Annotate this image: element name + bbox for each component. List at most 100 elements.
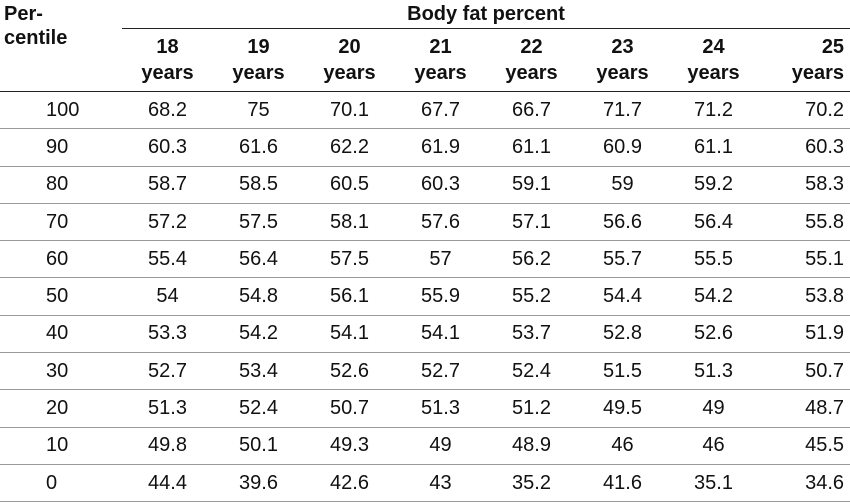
value-cell: 56.2 [486, 240, 577, 279]
value-cell: 54.2 [213, 315, 304, 354]
table-row: 40 53.3 54.2 54.1 54.1 53.7 52.8 52.6 51.9 [0, 315, 850, 354]
percentile-cell: 70 [0, 203, 122, 242]
value-cell: 44.4 [122, 464, 213, 502]
age-unit: years [596, 62, 649, 84]
value-cell: 54.1 [304, 315, 395, 354]
age-number: 19 [247, 36, 270, 58]
value-cell: 66.7 [486, 91, 577, 130]
age-unit: years [323, 62, 376, 84]
value-cell: 56.1 [304, 277, 395, 316]
value-cell: 51.5 [577, 352, 668, 391]
value-cell: 49 [395, 427, 486, 465]
percentile-cell: 90 [0, 128, 122, 167]
value-cell: 71.7 [577, 91, 668, 130]
table-row: 30 52.7 53.4 52.6 52.7 52.4 51.5 51.3 50.7 [0, 352, 850, 391]
percentile-cell: 10 [0, 427, 122, 465]
value-cell: 62.2 [304, 128, 395, 167]
value-cell: 61.1 [668, 128, 759, 167]
value-cell: 41.6 [577, 464, 668, 502]
table-row: 50 54 54.8 56.1 55.9 55.2 54.4 54.2 53.8 [0, 277, 850, 316]
value-cell: 61.1 [486, 128, 577, 167]
table-row: 100 68.2 75 70.1 67.7 66.7 71.7 71.2 70.2 [0, 91, 850, 130]
value-cell: 68.2 [122, 91, 213, 130]
percentile-cell: 80 [0, 166, 122, 204]
value-cell: 52.4 [486, 352, 577, 391]
percentile-cell: 60 [0, 240, 122, 279]
value-cell: 42.6 [304, 464, 395, 502]
age-unit: years [232, 62, 285, 84]
age-number: 24 [702, 36, 725, 58]
value-cell: 54.1 [395, 315, 486, 354]
value-cell: 59 [577, 166, 668, 204]
value-cell: 70.1 [304, 91, 395, 130]
age-unit: years [141, 62, 194, 84]
age-column-header: 22 years [486, 28, 577, 92]
value-cell: 56.4 [213, 240, 304, 279]
value-cell: 58.7 [122, 166, 213, 204]
table-row: 20 51.3 52.4 50.7 51.3 51.2 49.5 49 48.7 [0, 389, 850, 428]
age-unit: years [687, 62, 740, 84]
value-cell: 51.9 [759, 315, 850, 354]
value-cell: 39.6 [213, 464, 304, 502]
value-cell: 59.1 [486, 166, 577, 204]
table-row: 60 55.4 56.4 57.5 57 56.2 55.7 55.5 55.1 [0, 240, 850, 279]
value-cell: 48.7 [759, 389, 850, 428]
value-cell: 60.9 [577, 128, 668, 167]
value-cell: 55.1 [759, 240, 850, 279]
value-cell: 61.9 [395, 128, 486, 167]
value-cell: 57 [395, 240, 486, 279]
value-cell: 59.2 [668, 166, 759, 204]
corner-label-line2: centile [4, 27, 68, 49]
value-cell: 51.3 [668, 352, 759, 391]
age-number: 23 [611, 36, 634, 58]
percentile-cell: 20 [0, 389, 122, 428]
age-column-header: 24 years [668, 28, 759, 92]
value-cell: 49.5 [577, 389, 668, 428]
value-cell: 48.9 [486, 427, 577, 465]
age-column-header: 18 years [122, 28, 213, 92]
age-number: 25 [821, 36, 845, 58]
value-cell: 71.2 [668, 91, 759, 130]
value-cell: 55.9 [395, 277, 486, 316]
value-cell: 50.7 [304, 389, 395, 428]
table-row: 70 57.2 57.5 58.1 57.6 57.1 56.6 56.4 55.8 [0, 203, 850, 242]
age-number: 21 [429, 36, 452, 58]
value-cell: 57.2 [122, 203, 213, 242]
value-cell: 60.5 [304, 166, 395, 204]
value-cell: 67.7 [395, 91, 486, 130]
value-cell: 55.5 [668, 240, 759, 279]
corner-label-line1: Per- [4, 3, 43, 25]
table-row: 90 60.3 61.6 62.2 61.9 61.1 60.9 61.1 60.3 [0, 128, 850, 167]
value-cell: 35.1 [668, 464, 759, 502]
value-cell: 52.6 [304, 352, 395, 391]
value-cell: 55.7 [577, 240, 668, 279]
value-cell: 57.1 [486, 203, 577, 242]
value-cell: 53.7 [486, 315, 577, 354]
age-column-header: 20 years [304, 28, 395, 92]
value-cell: 61.6 [213, 128, 304, 167]
value-cell: 55.4 [122, 240, 213, 279]
value-cell: 54 [122, 277, 213, 316]
age-number: 22 [520, 36, 543, 58]
age-number: 20 [338, 36, 361, 58]
age-column-header: 23 years [577, 28, 668, 92]
age-unit: years [505, 62, 558, 84]
age-column-header: 21 years [395, 28, 486, 92]
percentile-cell: 50 [0, 277, 122, 316]
percentile-cell: 0 [0, 464, 122, 502]
value-cell: 35.2 [486, 464, 577, 502]
percentile-column-header: Per- centile [0, 0, 122, 92]
table-header: Per- centile Body fat percent 18 years 19 y… [0, 0, 850, 92]
value-cell: 75 [213, 91, 304, 130]
value-cell: 53.8 [759, 277, 850, 316]
age-number: 18 [156, 36, 179, 58]
value-cell: 56.6 [577, 203, 668, 242]
value-cell: 50.1 [213, 427, 304, 465]
value-cell: 60.3 [759, 128, 850, 167]
header-row-ages: 18 years 19 years 20 years 21 years 22 years 23 yea… [0, 28, 850, 92]
value-cell: 46 [577, 427, 668, 465]
percentile-cell: 40 [0, 315, 122, 354]
value-cell: 52.6 [668, 315, 759, 354]
